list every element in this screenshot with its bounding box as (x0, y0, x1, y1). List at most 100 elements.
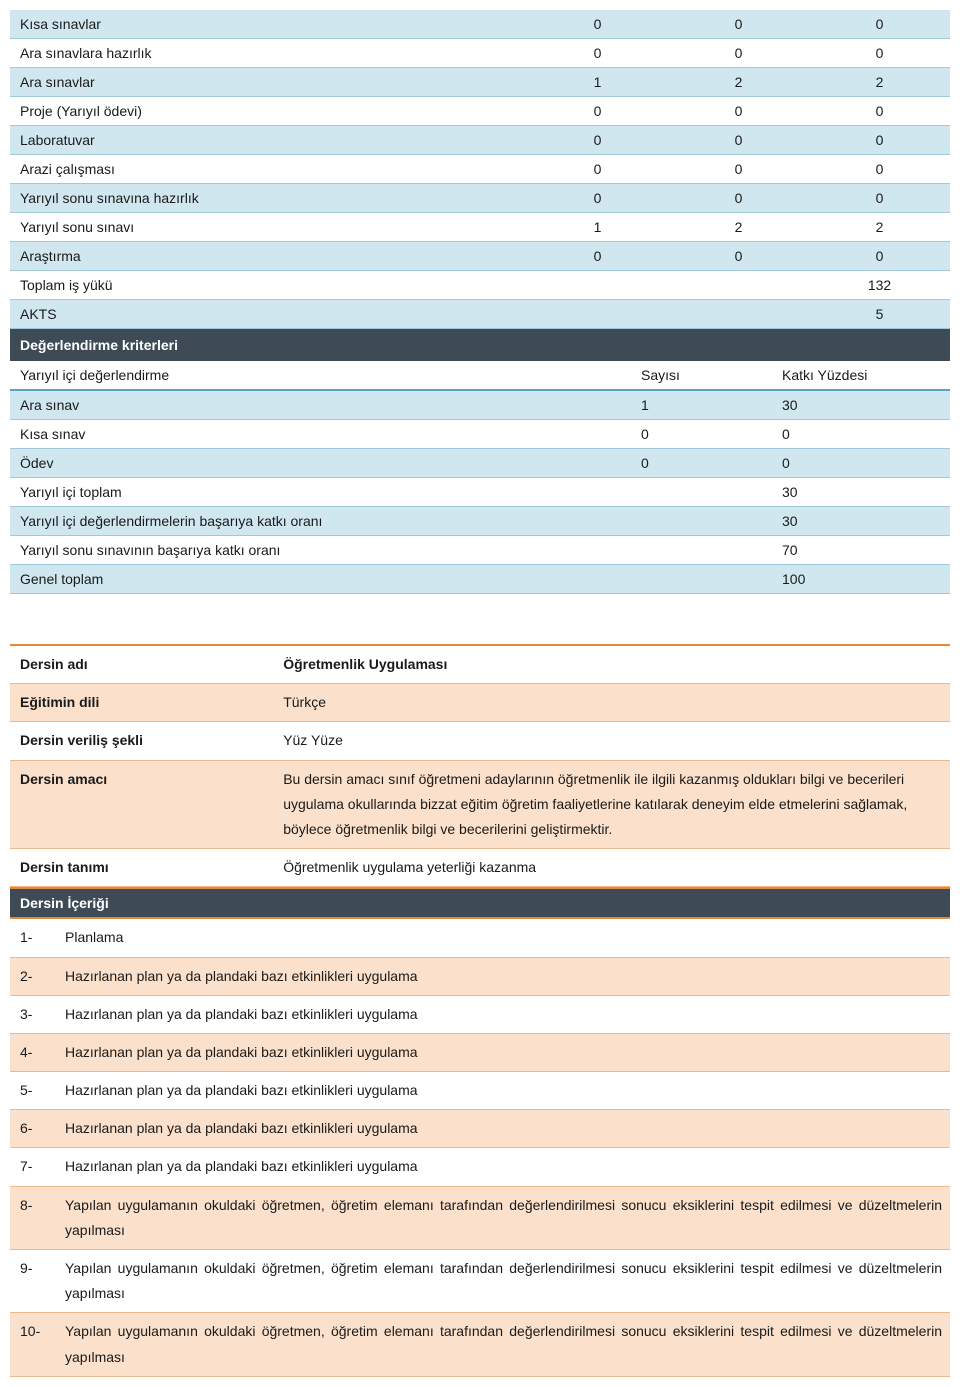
workload-total-row: Toplam iş yükü 132 (10, 271, 950, 300)
content-text: Yapılan uygulamanın okuldaki öğretmen, ö… (57, 1313, 950, 1376)
content-row: 5-Hazırlanan plan ya da plandaki bazı et… (10, 1072, 950, 1110)
workload-total-label: Toplam iş yükü (10, 271, 527, 300)
eval-row: Ödev00 (10, 449, 950, 478)
workload-row: Laboratuvar000 (10, 126, 950, 155)
content-num: 8- (10, 1186, 57, 1249)
course-row: Eğitimin diliTürkçe (10, 684, 950, 722)
eval-label: Yarıyıl içi değerlendirmelerin başarıya … (10, 507, 621, 536)
eval-v2: 100 (762, 565, 950, 594)
eval-table: Yarıyıl içi değerlendirme Sayısı Katkı Y… (10, 361, 950, 594)
content-text: Planlama (57, 919, 950, 957)
course-label: Eğitimin dili (10, 684, 273, 722)
workload-label: Ara sınavlar (10, 68, 527, 97)
eval-v2: 0 (762, 449, 950, 478)
workload-v1: 0 (527, 97, 668, 126)
content-row: 8-Yapılan uygulamanın okuldaki öğretmen,… (10, 1186, 950, 1249)
course-label: Dersin adı (10, 645, 273, 684)
course-value: Bu dersin amacı sınıf öğretmeni adayları… (273, 760, 950, 849)
content-row: 4-Hazırlanan plan ya da plandaki bazı et… (10, 1033, 950, 1071)
course-row: Dersin amacıBu dersin amacı sınıf öğretm… (10, 760, 950, 849)
course-info-table: Dersin adıÖğretmenlik UygulamasıEğitimin… (10, 644, 950, 887)
eval-label: Kısa sınav (10, 420, 621, 449)
workload-v2: 0 (668, 126, 809, 155)
eval-v1 (621, 478, 762, 507)
content-num: 9- (10, 1250, 57, 1313)
workload-v1: 0 (527, 126, 668, 155)
eval-row: Yarıyıl sonu sınavının başarıya katkı or… (10, 536, 950, 565)
workload-v2: 0 (668, 97, 809, 126)
workload-v3: 0 (809, 126, 950, 155)
workload-v2: 0 (668, 10, 809, 39)
workload-row: Arazi çalışması000 (10, 155, 950, 184)
content-row: 1-Planlama (10, 919, 950, 957)
workload-v3: 0 (809, 39, 950, 68)
workload-akts-label: AKTS (10, 300, 527, 329)
eval-section-title: Değerlendirme kriterleri (10, 330, 950, 360)
workload-label: Laboratuvar (10, 126, 527, 155)
eval-v1 (621, 536, 762, 565)
eval-label: Ödev (10, 449, 621, 478)
content-row: 2-Hazırlanan plan ya da plandaki bazı et… (10, 957, 950, 995)
workload-v3: 2 (809, 213, 950, 242)
workload-v2: 0 (668, 155, 809, 184)
course-value: Öğretmenlik uygulama yeterliği kazanma (273, 849, 950, 887)
eval-v1 (621, 507, 762, 536)
content-list-table: 1-Planlama2-Hazırlanan plan ya da planda… (10, 919, 950, 1376)
eval-label: Yarıyıl içi toplam (10, 478, 621, 507)
workload-v2: 0 (668, 184, 809, 213)
workload-v3: 0 (809, 97, 950, 126)
workload-v2: 2 (668, 213, 809, 242)
workload-v1: 1 (527, 68, 668, 97)
workload-akts-value: 5 (809, 300, 950, 329)
workload-row: Yarıyıl sonu sınavına hazırlık000 (10, 184, 950, 213)
workload-v2: 2 (668, 68, 809, 97)
workload-row: Araştırma000 (10, 242, 950, 271)
eval-label: Yarıyıl sonu sınavının başarıya katkı or… (10, 536, 621, 565)
eval-row: Yarıyıl içi değerlendirmelerin başarıya … (10, 507, 950, 536)
eval-section-header: Değerlendirme kriterleri (10, 329, 950, 361)
workload-v3: 0 (809, 10, 950, 39)
workload-v3: 0 (809, 184, 950, 213)
course-row: Dersin veriliş şekliYüz Yüze (10, 722, 950, 760)
eval-head-c1: Sayısı (621, 361, 762, 390)
workload-v1: 1 (527, 213, 668, 242)
content-row: 9-Yapılan uygulamanın okuldaki öğretmen,… (10, 1250, 950, 1313)
workload-v3: 0 (809, 242, 950, 271)
workload-row: Ara sınavlar122 (10, 68, 950, 97)
content-text: Hazırlanan plan ya da plandaki bazı etki… (57, 1033, 950, 1071)
content-row: 7-Hazırlanan plan ya da plandaki bazı et… (10, 1148, 950, 1186)
content-text: Hazırlanan plan ya da plandaki bazı etki… (57, 995, 950, 1033)
content-text: Yapılan uygulamanın okuldaki öğretmen, ö… (57, 1250, 950, 1313)
eval-v2: 30 (762, 390, 950, 420)
content-text: Hazırlanan plan ya da plandaki bazı etki… (57, 1148, 950, 1186)
content-text: Hazırlanan plan ya da plandaki bazı etki… (57, 957, 950, 995)
content-num: 4- (10, 1033, 57, 1071)
content-num: 3- (10, 995, 57, 1033)
content-section-title: Dersin İçeriği (10, 888, 950, 918)
eval-head-c0: Yarıyıl içi değerlendirme (10, 361, 621, 390)
eval-v2: 0 (762, 420, 950, 449)
workload-label: Yarıyıl sonu sınavı (10, 213, 527, 242)
workload-v1: 0 (527, 242, 668, 271)
eval-row: Genel toplam 100 (10, 565, 950, 594)
eval-v2: 70 (762, 536, 950, 565)
course-value: Öğretmenlik Uygulaması (273, 645, 950, 684)
workload-v1: 0 (527, 155, 668, 184)
content-row: 6-Hazırlanan plan ya da plandaki bazı et… (10, 1110, 950, 1148)
workload-total-value: 132 (809, 271, 950, 300)
eval-v2: 30 (762, 478, 950, 507)
content-text: Hazırlanan plan ya da plandaki bazı etki… (57, 1072, 950, 1110)
content-num: 5- (10, 1072, 57, 1110)
eval-label: Genel toplam (10, 565, 621, 594)
course-label: Dersin tanımı (10, 849, 273, 887)
eval-v1: 0 (621, 420, 762, 449)
content-text: Yapılan uygulamanın okuldaki öğretmen, ö… (57, 1186, 950, 1249)
content-num: 6- (10, 1110, 57, 1148)
workload-row: Proje (Yarıyıl ödevi)000 (10, 97, 950, 126)
workload-table: Kısa sınavlar000Ara sınavlara hazırlık00… (10, 10, 950, 329)
workload-label: Yarıyıl sonu sınavına hazırlık (10, 184, 527, 213)
workload-akts-row: AKTS 5 (10, 300, 950, 329)
course-value: Türkçe (273, 684, 950, 722)
workload-v1: 0 (527, 184, 668, 213)
workload-row: Kısa sınavlar000 (10, 10, 950, 39)
